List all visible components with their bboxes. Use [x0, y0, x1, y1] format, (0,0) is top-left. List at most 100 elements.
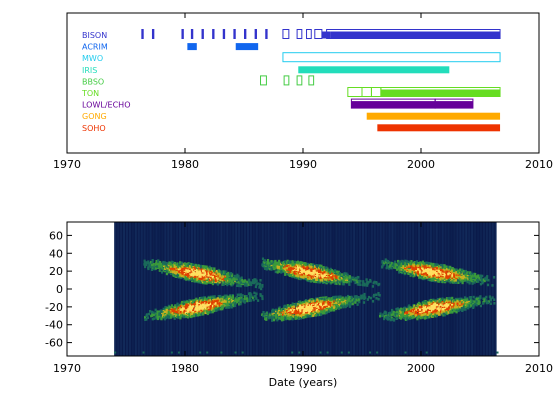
- heatmap-cell: [258, 284, 261, 288]
- heatmap-streak: [131, 222, 134, 356]
- heatmap-cell: [359, 279, 362, 283]
- heatmap-cell: [398, 260, 402, 263]
- heatmap-cell: [410, 260, 413, 263]
- heatmap-streak: [485, 222, 488, 356]
- heatmap-cell: [177, 273, 180, 277]
- heatmap-cell: [266, 259, 270, 262]
- coverage-outline: [380, 87, 501, 97]
- heatmap-streak: [459, 222, 462, 356]
- heatmap-cell: [493, 276, 496, 279]
- heatmap-cell: [469, 273, 472, 277]
- heatmap-cell: [346, 273, 349, 277]
- heatmap-cell: [308, 311, 311, 314]
- heatmap-cell: [392, 313, 395, 316]
- heatmap-cell: [221, 307, 224, 311]
- heatmap-cell: [435, 314, 438, 318]
- heatmap-streak: [170, 222, 173, 356]
- heatmap-cell: [170, 316, 173, 319]
- heatmap-streak: [120, 222, 123, 356]
- heatmap-streak: [252, 222, 255, 356]
- heatmap-streak: [199, 222, 202, 356]
- heatmap-cell: [256, 282, 259, 285]
- heatmap-cell: [252, 280, 255, 284]
- heatmap-cell: [245, 297, 249, 300]
- heatmap-cell: [421, 316, 424, 319]
- heatmap-cell: [414, 265, 418, 268]
- heatmap-streak: [356, 222, 359, 356]
- heatmap-cell: [455, 268, 458, 271]
- heatmap-cell: [407, 260, 410, 264]
- heatmap-cell: [478, 276, 481, 280]
- heatmap-cell: [156, 315, 159, 318]
- coverage-bar: [377, 124, 501, 132]
- heatmap-cell: [225, 294, 228, 298]
- heatmap-cell: [390, 313, 393, 317]
- heatmap-cell: [160, 309, 163, 312]
- heatmap-cell: [146, 316, 149, 319]
- heatmap-cell: [271, 316, 274, 320]
- heatmap-cell: [396, 316, 399, 320]
- heatmap-cell: [451, 267, 454, 270]
- heatmap-streak: [438, 222, 441, 356]
- heatmap-cell: [488, 295, 491, 298]
- heatmap-cell: [493, 298, 496, 301]
- heatmap-cell: [404, 318, 407, 321]
- heatmap-cell: [183, 262, 186, 265]
- heatmap-cell: [437, 264, 440, 268]
- heatmap-cell: [265, 318, 268, 321]
- heatmap-cell: [156, 317, 159, 321]
- heatmap-cell: [319, 351, 322, 354]
- heatmap-cell: [390, 266, 393, 270]
- heatmap-streak: [176, 222, 179, 356]
- heatmap-cell: [464, 269, 468, 273]
- heatmap-cell: [385, 263, 388, 266]
- heatmap-cell: [345, 272, 348, 275]
- heatmap-cell: [306, 315, 309, 318]
- heatmap-cell: [239, 280, 242, 283]
- heatmap-cell: [481, 278, 484, 281]
- heatmap-cell: [195, 268, 199, 272]
- coverage-outline: [283, 75, 290, 86]
- heatmap-cell: [325, 311, 328, 315]
- heatmap-cell: [347, 277, 350, 280]
- heatmap-cell: [151, 261, 154, 264]
- heatmap-cell: [262, 311, 265, 314]
- heatmap-cell: [381, 314, 384, 318]
- heatmap-cell: [288, 317, 291, 321]
- heatmap-streak: [152, 222, 155, 356]
- tick-segment: [244, 29, 247, 39]
- heatmap-cell: [459, 268, 462, 272]
- heatmap-cell: [327, 310, 330, 313]
- heatmap-cell: [328, 268, 331, 272]
- heatmap-streak: [432, 222, 435, 356]
- coverage-outline: [306, 29, 312, 39]
- heatmap-cell: [386, 260, 390, 263]
- heatmap-streak: [128, 222, 131, 356]
- heatmap-cell: [200, 264, 203, 268]
- legend-label: ACRIM: [82, 43, 108, 52]
- heatmap-cell: [326, 351, 329, 354]
- heatmap-cell: [150, 260, 153, 264]
- heatmap-cell: [234, 302, 237, 305]
- heatmap-cell: [386, 265, 389, 269]
- heatmap-cell: [343, 272, 346, 275]
- heatmap-cell: [464, 296, 467, 299]
- heatmap-streak: [288, 222, 291, 356]
- heatmap-streak: [362, 222, 364, 356]
- heatmap-streak: [450, 222, 453, 356]
- heatmap-cell: [369, 351, 372, 354]
- heatmap-cell: [177, 313, 180, 317]
- heatmap-streak: [468, 222, 471, 356]
- heatmap-cell: [231, 276, 234, 280]
- heatmap-cell: [206, 351, 209, 354]
- heatmap-cell: [363, 282, 366, 286]
- heatmap-cell: [314, 269, 317, 273]
- heatmap-cell: [251, 281, 254, 284]
- heatmap-cell: [439, 263, 442, 267]
- heatmap-cell: [458, 308, 461, 311]
- heatmap-cell: [224, 302, 227, 306]
- heatmap-cell: [347, 351, 350, 354]
- heatmap-streak: [447, 222, 450, 356]
- heatmap-cell: [229, 299, 232, 302]
- y-tick-label: 60: [49, 229, 63, 242]
